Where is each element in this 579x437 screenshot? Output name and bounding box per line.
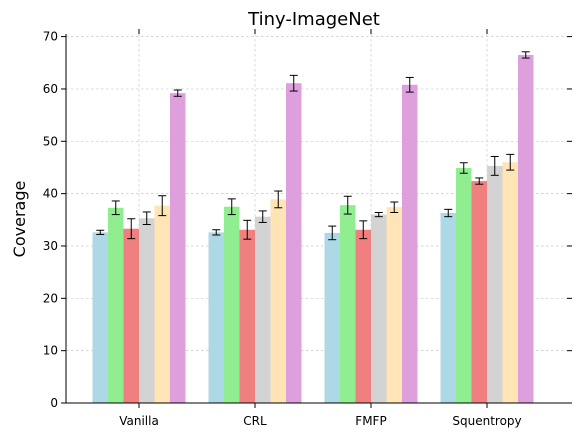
y-tick-label: 30: [43, 239, 58, 253]
y-axis-label: Coverage: [10, 181, 29, 258]
bar: [324, 232, 340, 403]
ticks: 0 10 20 30 40 50 60 70 Vanilla CRL FMFP Squentropy: [43, 29, 572, 428]
bar: [502, 162, 518, 403]
bar: [340, 205, 356, 403]
bar: [270, 199, 286, 403]
y-tick-label: 20: [43, 291, 58, 305]
bar: [154, 205, 170, 403]
bar: [255, 216, 271, 403]
chart-title: Tiny-ImageNet: [247, 9, 380, 30]
axes: [65, 34, 567, 404]
bar: [471, 181, 487, 403]
x-tick-label: Vanilla: [119, 414, 159, 428]
bar: [123, 228, 139, 403]
error-bars: [96, 51, 530, 241]
bar: [402, 84, 418, 404]
bar: [92, 232, 108, 403]
y-tick-label: 50: [43, 134, 58, 148]
y-tick-label: 0: [50, 396, 58, 410]
x-tick-label: Squentropy: [452, 414, 521, 428]
y-tick-label: 40: [43, 187, 58, 201]
bar: [456, 167, 472, 403]
x-tick-label: FMFP: [355, 414, 386, 428]
y-tick-label: 10: [43, 344, 58, 358]
bar: [170, 93, 186, 403]
y-tick-label: 60: [43, 82, 58, 96]
bar: [487, 165, 503, 403]
bar: [286, 83, 302, 403]
bar: [224, 206, 240, 403]
bar: [239, 229, 255, 403]
bar: [108, 207, 124, 403]
bar: [371, 214, 387, 403]
bar: [386, 207, 402, 403]
bar: [518, 54, 534, 404]
bar: [355, 229, 371, 403]
bar: [139, 218, 155, 403]
bars: [92, 54, 534, 404]
bar: [208, 232, 224, 403]
x-tick-label: CRL: [243, 414, 267, 428]
y-tick-label: 70: [43, 30, 58, 44]
bar: [440, 213, 456, 403]
